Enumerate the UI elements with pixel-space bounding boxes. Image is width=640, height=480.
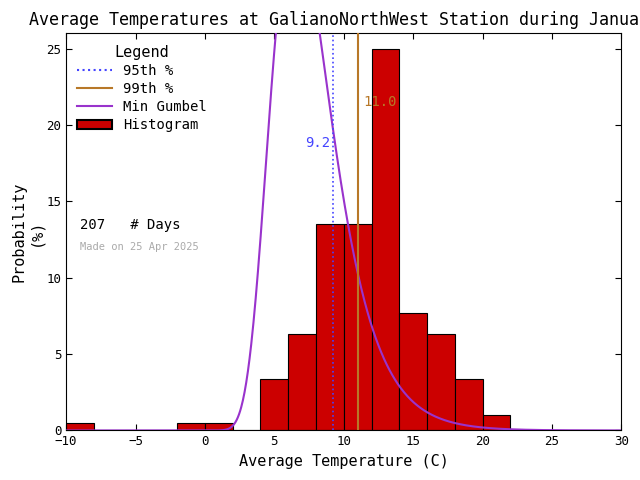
Line: Min Gumbel: Min Gumbel	[66, 0, 621, 431]
Bar	[427, 334, 455, 431]
Title: Average Temperatures at GalianoNorthWest Station during January: Average Temperatures at GalianoNorthWest…	[29, 11, 640, 29]
Bar	[483, 415, 510, 431]
Text: 9.2: 9.2	[305, 136, 330, 150]
Y-axis label: Probability
(%): Probability (%)	[11, 182, 44, 282]
Bar	[288, 334, 316, 431]
Min Gumbel	[119, 428, 127, 433]
Legend: 95th %, 99th %, Min Gumbel, Histogram: 95th %, 99th %, Min Gumbel, Histogram	[73, 40, 211, 136]
Min Gumbel	[506, 426, 513, 432]
Min Gumbel	[618, 428, 625, 433]
Text: 11.0: 11.0	[364, 95, 397, 109]
Min Gumbel	[496, 426, 504, 432]
Text: Made on 25 Apr 2025: Made on 25 Apr 2025	[80, 242, 199, 252]
Min Gumbel	[444, 419, 452, 424]
Min Gumbel	[62, 428, 70, 433]
Bar	[316, 224, 344, 431]
Bar	[66, 423, 94, 431]
Bar	[344, 224, 372, 431]
X-axis label: Average Temperature (C): Average Temperature (C)	[239, 454, 449, 469]
Bar	[260, 379, 288, 431]
Bar	[177, 423, 205, 431]
Text: 207   # Days: 207 # Days	[80, 218, 180, 232]
Bar	[372, 48, 399, 431]
Bar	[455, 379, 483, 431]
Bar	[399, 313, 427, 431]
Bar	[205, 423, 233, 431]
